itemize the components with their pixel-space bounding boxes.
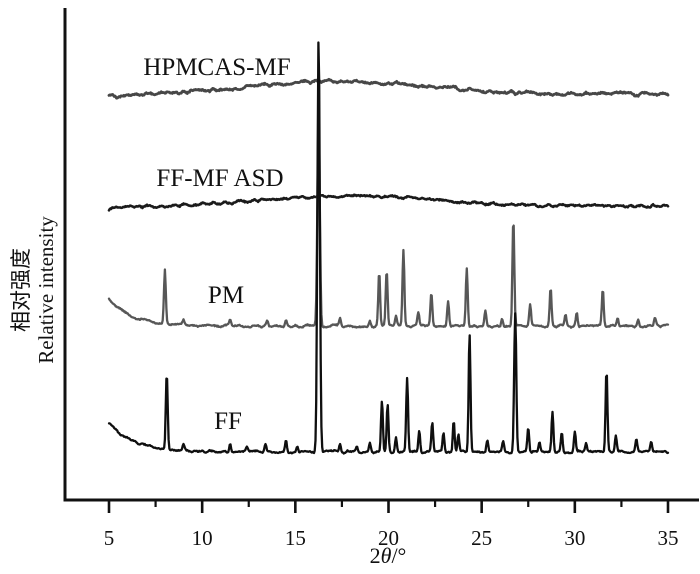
trace-ff	[107, 41, 670, 455]
x-axis-title-unit: /°	[391, 543, 407, 568]
x-tick-label: 20	[378, 526, 399, 550]
y-axis-label: 相对强度 Relative intensity	[9, 140, 61, 440]
x-axis-title-num: 2	[369, 543, 381, 568]
trace-hpmcas-mf	[107, 77, 670, 100]
x-tick-label: 15	[285, 526, 306, 550]
x-tick-label: 5	[104, 526, 115, 550]
trace-label-hpmcas-mf: HPMCAS-MF	[143, 54, 290, 81]
trace-ff-mf-asd	[107, 193, 670, 212]
x-axis-title: 2θ/°	[288, 543, 488, 569]
x-tick-label: 35	[658, 526, 679, 550]
x-axis-title-theta: θ	[380, 543, 392, 568]
x-tick-label: 30	[564, 526, 585, 550]
trace-label-pm: PM	[208, 282, 244, 309]
y-axis-label-cn: 相对强度	[9, 248, 33, 332]
trace-pm	[107, 116, 670, 329]
x-tick-label: 10	[192, 526, 213, 550]
x-tick-label: 25	[471, 526, 492, 550]
trace-label-ff: FF	[214, 408, 242, 435]
trace-label-ff-mf-asd: FF-MF ASD	[156, 165, 283, 192]
y-axis-label-en: Relative intensity	[34, 216, 58, 364]
